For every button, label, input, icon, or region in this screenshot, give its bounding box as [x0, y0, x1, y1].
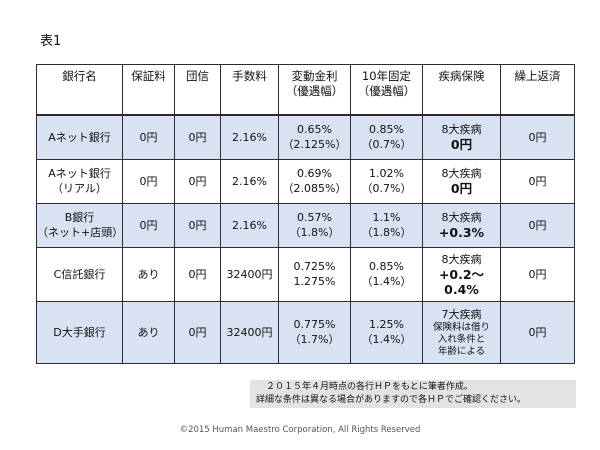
cell-illness: 8大疾病 0円 [422, 114, 501, 160]
table-row: B銀行 （ネット+店頭） 0円 0円 2.16% 0.57% （1.8%） 1.1%… [36, 202, 575, 248]
cell-variable: 0.775% （1.7%） [278, 300, 351, 364]
cell-variable: 0.725% 1.275% [278, 246, 351, 302]
cell-illness: 8大疾病 0円 [422, 158, 501, 204]
cell-illness: 7大疾病 保険料は借り 入れ条件と 年齢による [422, 300, 501, 364]
header-prepayment: 繰上返済 [500, 64, 575, 116]
table-row: C信託銀行 あり 0円 32400円 0.725% 1.275% 0.85% （1.… [36, 246, 575, 302]
cell-group-life: 0円 [174, 246, 221, 302]
cell-fee: 2.16% [220, 114, 279, 160]
cell-fixed10: 0.85% （1.4%） [350, 246, 423, 302]
cell-fee: 32400円 [220, 246, 279, 302]
cell-prepay: 0円 [500, 202, 575, 248]
cell-bank: C信託銀行 [36, 246, 123, 302]
cell-prepay: 0円 [500, 300, 575, 364]
cell-bank: B銀行 （ネット+店頭） [36, 202, 123, 248]
cell-fixed10: 0.85% （0.7%） [350, 114, 423, 160]
cell-illness: 8大疾病 +0.3% [422, 202, 501, 248]
cell-variable: 0.69% （2.085%） [278, 158, 351, 204]
header-group-life: 団信 [174, 64, 221, 116]
cell-guarantee: あり [122, 300, 175, 364]
cell-group-life: 0円 [174, 158, 221, 204]
cell-guarantee: 0円 [122, 158, 175, 204]
mortgage-comparison-table: 銀行名 保証料 団信 手数料 変動金利 （優遇幅） 10年固定 （優遇幅） 疾病保険… [36, 64, 575, 364]
cell-bank: Aネット銀行 （リアル） [36, 158, 123, 204]
cell-fixed10: 1.1% （1.8%） [350, 202, 423, 248]
source-note-line-1: ２０１５年４月時点の各行ＨＰをもとに筆者作成。 [266, 382, 473, 392]
cell-illness: 8大疾病 +0.2～ 0.4% [422, 246, 501, 302]
cell-variable: 0.65% （2.125%） [278, 114, 351, 160]
cell-guarantee: あり [122, 246, 175, 302]
header-illness-insurance: 疾病保険 [422, 64, 501, 116]
header-10yr-fixed: 10年固定 （優遇幅） [350, 64, 423, 116]
cell-group-life: 0円 [174, 300, 221, 364]
header-variable-rate: 変動金利 （優遇幅） [278, 64, 351, 116]
cell-variable: 0.57% （1.8%） [278, 202, 351, 248]
header-guarantee-fee: 保証料 [122, 64, 175, 116]
table-row: Aネット銀行 （リアル） 0円 0円 2.16% 0.69% （2.085%） 1.… [36, 158, 575, 204]
cell-prepay: 0円 [500, 158, 575, 204]
cell-prepay: 0円 [500, 246, 575, 302]
cell-fixed10: 1.25% （1.4%） [350, 300, 423, 364]
source-note-line-2: 詳細な条件は異なる場合がありますので各ＨＰでご確認ください。 [256, 395, 527, 405]
cell-fee: 32400円 [220, 300, 279, 364]
table-row: D大手銀行 あり 0円 32400円 0.775% （1.7%） 1.25% （1.… [36, 300, 575, 364]
cell-guarantee: 0円 [122, 202, 175, 248]
cell-guarantee: 0円 [122, 114, 175, 160]
cell-group-life: 0円 [174, 114, 221, 160]
copyright: ©2015 Human Maestro Corporation, All Rig… [179, 425, 421, 435]
cell-group-life: 0円 [174, 202, 221, 248]
cell-bank: Aネット銀行 [36, 114, 123, 160]
source-note: ２０１５年４月時点の各行ＨＰをもとに筆者作成。 詳細な条件は異なる場合があります… [250, 380, 576, 408]
cell-fee: 2.16% [220, 158, 279, 204]
header-bank: 銀行名 [36, 64, 123, 116]
cell-fee: 2.16% [220, 202, 279, 248]
cell-prepay: 0円 [500, 114, 575, 160]
table-caption: 表1 [40, 34, 62, 49]
cell-bank: D大手銀行 [36, 300, 123, 364]
cell-fixed10: 1.02% （0.7%） [350, 158, 423, 204]
table-row: Aネット銀行 0円 0円 2.16% 0.65% （2.125%） 0.85% （0… [36, 114, 575, 160]
header-handling-fee: 手数料 [220, 64, 279, 116]
header-row: 銀行名 保証料 団信 手数料 変動金利 （優遇幅） 10年固定 （優遇幅） 疾病保険… [36, 64, 575, 116]
